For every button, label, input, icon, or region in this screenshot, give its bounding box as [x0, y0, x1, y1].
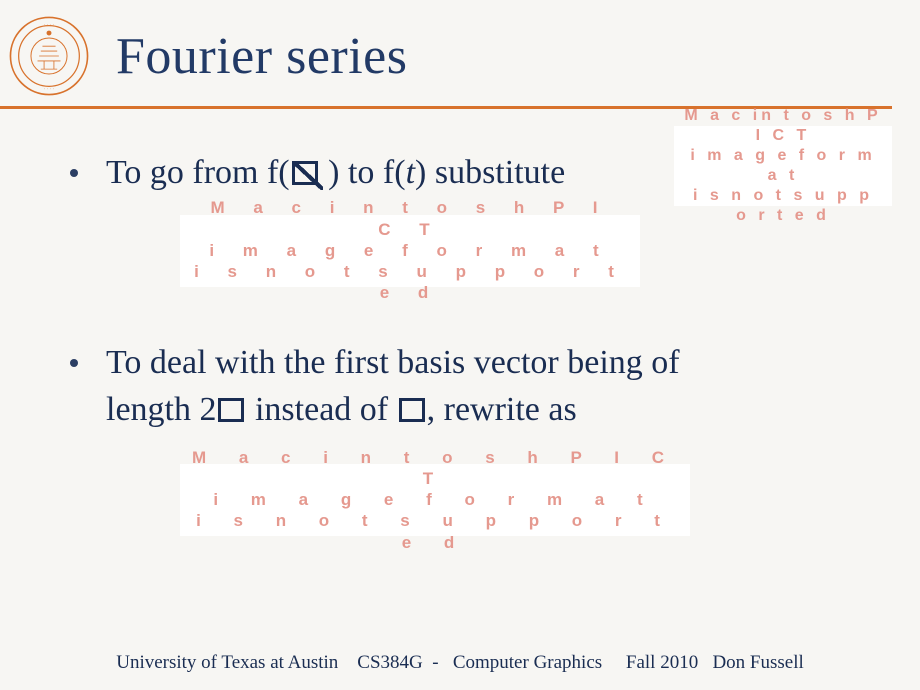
pi-symbol	[399, 398, 425, 422]
pict-placeholder-block: M a c i n t o s h P I C T i m a g e f o …	[180, 215, 640, 287]
pict-line: i m a g e f o r m a t	[190, 240, 630, 261]
pi-symbol	[218, 398, 244, 422]
text-fragment: ) to f(	[320, 154, 406, 191]
text-fragment: instead of	[246, 391, 396, 428]
pict-line: M a c in t o s h P I C T	[684, 106, 882, 146]
text-fragment: ) substitute	[415, 154, 565, 191]
slide-footer: University of Texas at Austin CS384G - C…	[0, 652, 920, 674]
slide-header: · · · · · · · · Fourier series	[0, 0, 920, 100]
pict-line: i m a g e f o r m a t	[190, 489, 680, 510]
bullet-text: To go from f( ) to f(t) substitute	[106, 149, 565, 197]
bullet-marker	[70, 169, 78, 177]
text-fragment: To deal with the first basis vector bein…	[106, 344, 680, 381]
text-fragment: length 2	[106, 391, 216, 428]
pict-placeholder-block: M a c i n t o s h P I C T i m a g e f o …	[180, 464, 690, 536]
bullet-marker	[70, 359, 78, 367]
bullet-item: To deal with the first basis vector bein…	[70, 339, 880, 434]
svg-text:· · · ·: · · · ·	[44, 23, 55, 28]
text-fragment: , rewrite as	[427, 391, 577, 428]
text-fragment: To go from f(	[106, 154, 290, 191]
pict-line: i m a g e f o r m a t	[684, 146, 882, 186]
pict-line: i s n o t s u p p o r t e d	[190, 261, 630, 304]
pict-line: i s n o t s u p p o r t e d	[684, 186, 882, 226]
bullet-text: To deal with the first basis vector bein…	[106, 339, 680, 434]
svg-text:· · · ·: · · · ·	[44, 87, 55, 92]
pict-line: M a c i n t o s h P I C T	[190, 197, 630, 240]
pict-line: M a c i n t o s h P I C T	[190, 447, 680, 490]
pict-placeholder-inline: M a c in t o s h P I C T i m a g e f o r…	[674, 126, 892, 206]
pict-line: i s n o t s u p p o r t e d	[190, 510, 680, 553]
ut-seal-logo: · · · · · · · ·	[8, 15, 90, 97]
variable-t: t	[406, 154, 415, 191]
slide-title: Fourier series	[116, 27, 407, 86]
theta-symbol	[292, 161, 318, 185]
